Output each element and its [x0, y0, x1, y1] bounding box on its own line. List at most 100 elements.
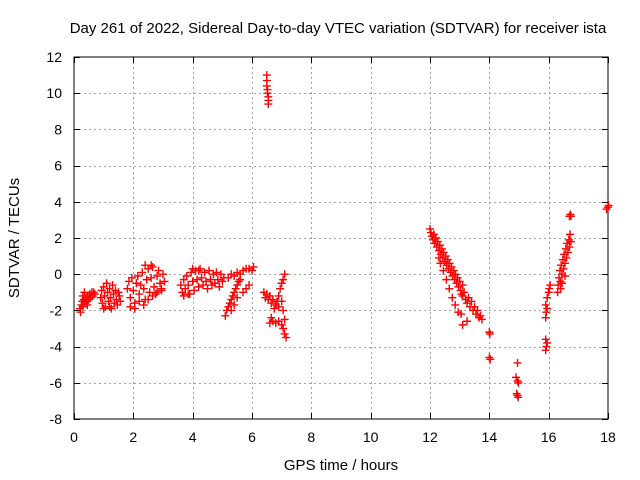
- data-point: [467, 297, 476, 306]
- data-point: [202, 277, 211, 286]
- x-tick-label: 2: [129, 429, 137, 445]
- data-point: [116, 297, 125, 306]
- data-point: [139, 300, 148, 309]
- data-point: [193, 275, 202, 284]
- data-point: [560, 259, 569, 268]
- data-point: [564, 235, 573, 244]
- data-point: [126, 302, 135, 311]
- data-point: [566, 237, 575, 246]
- data-point: [138, 268, 147, 277]
- data-point: [546, 281, 555, 290]
- y-tick-label: 2: [54, 230, 62, 246]
- data-point: [512, 373, 521, 382]
- data-point: [236, 275, 245, 284]
- data-point: [147, 273, 156, 282]
- data-point: [566, 230, 575, 239]
- data-point: [107, 304, 116, 313]
- data-point: [179, 291, 188, 300]
- data-point: [602, 205, 611, 214]
- data-point: [280, 329, 289, 338]
- chart-title: Day 261 of 2022, Sidereal Day-to-day VTE…: [70, 20, 607, 37]
- x-tick-label: 12: [422, 429, 438, 445]
- data-point: [476, 311, 485, 320]
- data-point: [148, 291, 157, 300]
- data-point: [512, 389, 521, 398]
- data-point: [543, 338, 552, 347]
- y-tick-label: 12: [46, 49, 62, 65]
- data-point: [436, 259, 445, 268]
- data-point: [132, 279, 141, 288]
- y-tick-label: 6: [54, 158, 62, 174]
- data-point: [445, 284, 454, 293]
- data-point: [130, 304, 139, 313]
- data-point: [184, 290, 193, 299]
- data-point: [513, 358, 522, 367]
- y-tick-label: 8: [54, 121, 62, 137]
- data-point: [213, 275, 222, 284]
- data-point: [78, 291, 87, 300]
- data-point: [280, 315, 289, 324]
- data-point: [270, 304, 279, 313]
- data-point: [439, 266, 448, 275]
- data-point: [135, 297, 144, 306]
- data-point: [541, 335, 550, 344]
- data-point: [485, 329, 494, 338]
- data-point: [78, 302, 87, 311]
- data-point: [458, 281, 467, 290]
- data-point: [102, 279, 111, 288]
- data-point: [127, 273, 136, 282]
- data-point: [604, 201, 613, 210]
- data-point: [228, 291, 237, 300]
- data-point: [84, 295, 93, 304]
- data-point: [277, 297, 286, 306]
- data-point: [437, 244, 446, 253]
- data-point: [279, 324, 288, 333]
- data-point: [147, 261, 156, 270]
- data-point: [264, 100, 273, 109]
- data-point: [144, 295, 153, 304]
- data-point: [456, 286, 465, 295]
- y-tick-label: -8: [50, 411, 63, 427]
- y-tick-label: -2: [50, 302, 63, 318]
- data-point: [156, 279, 165, 288]
- data-point: [556, 284, 565, 293]
- data-point: [212, 268, 221, 277]
- data-point: [248, 266, 256, 275]
- data-point: [139, 284, 148, 293]
- data-point: [227, 306, 236, 315]
- data-point: [431, 234, 440, 242]
- data-point: [190, 286, 199, 295]
- data-point: [90, 290, 99, 299]
- data-point: [555, 266, 564, 275]
- data-point: [126, 293, 135, 302]
- data-point: [194, 282, 203, 291]
- data-point: [457, 310, 466, 319]
- y-tick-label: 10: [46, 85, 62, 101]
- y-tick-label: -4: [50, 339, 63, 355]
- axis-ticks: [74, 57, 609, 420]
- data-point: [233, 281, 242, 290]
- data-point: [443, 255, 452, 264]
- data-point: [115, 291, 124, 300]
- data-point: [234, 277, 243, 286]
- data-point: [188, 277, 197, 286]
- data-point: [276, 284, 285, 293]
- data-point: [513, 376, 522, 385]
- data-point: [187, 268, 196, 277]
- data-point: [268, 295, 277, 304]
- data-point: [562, 253, 571, 262]
- data-point: [566, 212, 575, 221]
- y-tick-label: 4: [54, 194, 62, 210]
- data-point: [542, 342, 551, 351]
- data-point: [108, 281, 117, 290]
- y-tick-labels: -8 -6 -4 -2 0 2 4 6 8 10 12: [46, 49, 62, 427]
- data-point: [558, 279, 567, 288]
- data-point: [282, 333, 291, 342]
- data-point: [157, 284, 166, 293]
- data-point: [486, 355, 495, 364]
- data-point: [159, 270, 167, 279]
- data-point: [227, 295, 236, 304]
- data-point: [133, 272, 142, 281]
- data-point: [218, 277, 227, 286]
- x-tick-labels: 0 2 4 6 8 10 12 14 16 18: [70, 429, 616, 445]
